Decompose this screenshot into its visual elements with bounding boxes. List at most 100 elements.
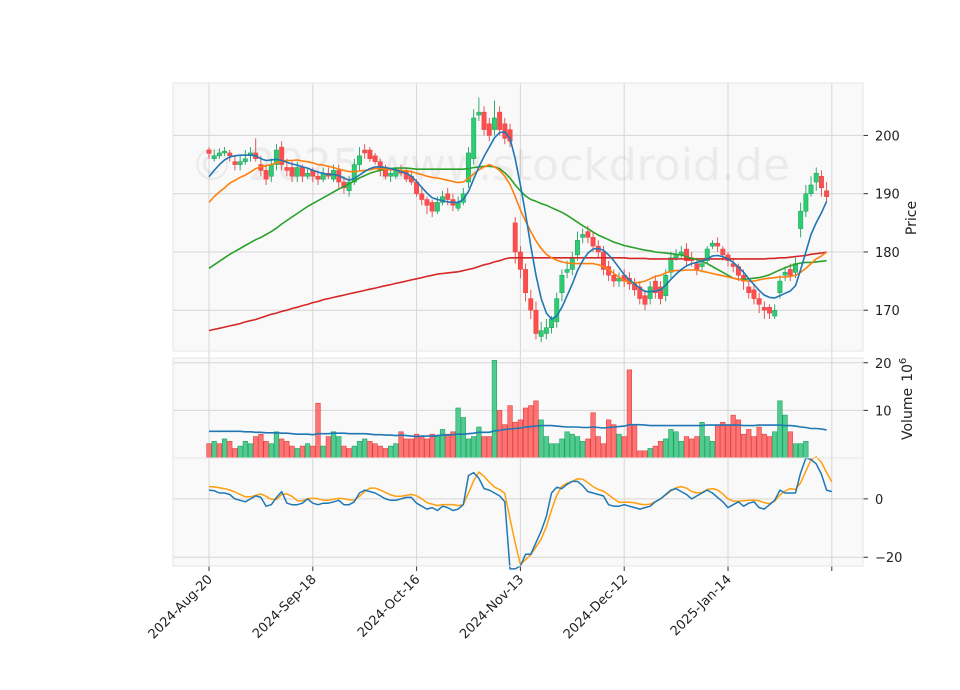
price-frame: [172, 82, 864, 352]
candle-body: [289, 167, 295, 177]
volume-bar: [657, 441, 664, 459]
volume-bar: [787, 431, 793, 459]
volume-bar: [652, 445, 658, 459]
candle-body: [585, 231, 591, 238]
candle-body: [227, 152, 233, 157]
candle-body: [600, 251, 606, 270]
candle-body: [756, 298, 762, 305]
volume-bar: [522, 407, 529, 459]
candle-body: [694, 263, 700, 270]
candle-body: [533, 309, 539, 334]
volume-bar: [517, 419, 523, 459]
candle-body: [637, 286, 643, 299]
candle-body: [305, 173, 311, 177]
candle-body: [424, 199, 430, 206]
volume-bar: [647, 448, 653, 459]
volume-bar: [372, 443, 378, 459]
volume-bar: [445, 433, 451, 459]
volume-y-tick-label: 20: [875, 357, 892, 372]
candle-body: [517, 251, 523, 270]
candle-body: [357, 155, 362, 165]
volume-bar: [507, 405, 513, 459]
candle-body: [658, 286, 663, 299]
volume-bar: [746, 429, 752, 459]
candle-body: [559, 275, 565, 293]
candle-body: [761, 307, 767, 311]
candle-body: [647, 286, 653, 299]
price-y-tick-label: 190: [875, 188, 900, 203]
volume-bar: [777, 400, 783, 459]
candle-body: [216, 152, 222, 157]
volume-bar: [434, 436, 440, 459]
ma-mid-line: [208, 159, 828, 284]
candle-body: [554, 298, 560, 323]
candle-body: [232, 161, 238, 165]
volume-bar: [429, 433, 435, 459]
volume-bar: [227, 441, 233, 459]
volume-bar: [616, 433, 622, 459]
candle-body: [351, 164, 357, 183]
volume-bar: [279, 438, 285, 459]
volume-bar: [310, 445, 316, 459]
volume-scale-exponent: 6: [898, 358, 909, 364]
candle-body: [767, 307, 772, 314]
volume-bar: [330, 431, 337, 459]
volume-bar: [263, 441, 269, 459]
volume-bar: [273, 431, 280, 459]
volume-bar: [377, 445, 383, 459]
volume-bar: [668, 429, 674, 459]
candle-body: [580, 234, 586, 238]
candle-body: [512, 222, 518, 253]
axes: [172, 82, 868, 571]
volume-bar: [533, 400, 539, 459]
volume-bar: [559, 438, 565, 459]
volume-bar: [543, 436, 549, 459]
volume-bar: [268, 443, 274, 459]
candle-body: [481, 111, 487, 130]
volume-bar: [221, 438, 228, 459]
volume-bar: [258, 433, 264, 459]
candle-body: [684, 248, 689, 261]
candle-body: [543, 327, 549, 334]
candle-body: [497, 111, 503, 130]
volume-bar: [486, 436, 492, 459]
volume-bar: [393, 443, 399, 459]
candle-body: [549, 318, 554, 328]
volume-bar: [590, 412, 596, 459]
candle-body: [393, 170, 399, 177]
candle-body: [206, 149, 212, 154]
volume-bar: [678, 441, 684, 459]
volume-bar: [351, 445, 357, 459]
volume-bar: [460, 417, 466, 459]
volume-bar: [408, 438, 415, 459]
candle-body: [279, 146, 285, 165]
candle-body: [434, 202, 440, 212]
volume-bar: [689, 438, 695, 459]
volume-bar: [548, 443, 555, 459]
volume-bar: [761, 433, 767, 459]
volume-axis-label-text: Volume: [900, 388, 916, 440]
volume-bar: [341, 445, 347, 459]
volume-bar: [247, 443, 254, 459]
volume-bar: [206, 443, 212, 459]
candle-body: [704, 248, 710, 261]
price-axis-label: Price: [904, 201, 920, 235]
candle-body: [715, 242, 721, 247]
volume-bar: [305, 443, 311, 459]
candle-body: [263, 170, 269, 180]
volume-bar: [751, 436, 757, 459]
oscillator-y-tick-label: 0: [875, 493, 883, 508]
candle-body: [611, 275, 617, 282]
oscillator-panel-bg: [173, 458, 863, 566]
price-y-tick-label: 200: [875, 129, 900, 144]
volume-bar: [336, 436, 342, 459]
candle-body: [824, 190, 830, 197]
candle-body: [699, 263, 705, 267]
volume-bar: [574, 436, 581, 459]
candle-body: [616, 277, 622, 282]
volume-bars: [206, 360, 809, 459]
candle-body: [222, 150, 228, 154]
ma-long-line: [208, 165, 827, 281]
